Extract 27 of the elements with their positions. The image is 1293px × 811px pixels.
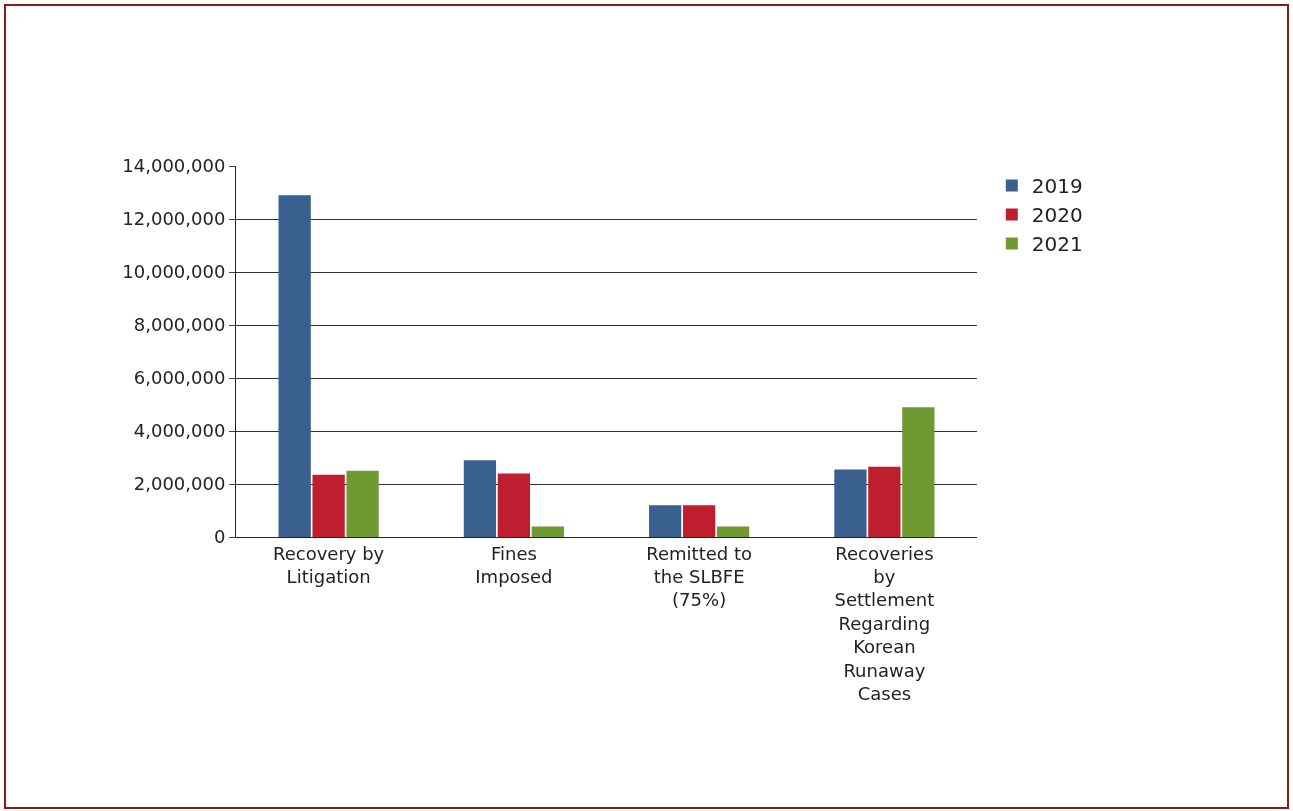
bar <box>497 473 531 537</box>
bar <box>463 460 497 537</box>
y-tick-label: 4,000,000 <box>133 420 226 442</box>
legend-label: 2021 <box>1031 232 1083 257</box>
legend-label: 2020 <box>1031 203 1083 228</box>
y-tick-label: 10,000,000 <box>122 261 226 283</box>
y-tick-label: 2,000,000 <box>133 473 226 495</box>
bar <box>682 505 716 537</box>
bar <box>902 407 935 537</box>
x-tick-label: Remitted to the SLBFE (75%) <box>646 542 752 611</box>
y-tick-label: 0 <box>213 526 226 548</box>
y-tick-label: 12,000,000 <box>122 208 226 230</box>
y-tick-label: 14,000,000 <box>122 155 226 177</box>
y-tick-label: 8,000,000 <box>133 314 226 336</box>
bar <box>834 469 867 537</box>
bar <box>868 466 901 537</box>
legend-label: 2019 <box>1031 174 1083 199</box>
x-tick-label: Fines Imposed <box>475 542 553 587</box>
x-tick-label: Recoveries by Settlement Regarding Korean Runaway Cases <box>834 542 935 704</box>
y-tick-label: 6,000,000 <box>133 367 226 389</box>
bar <box>531 526 564 537</box>
bar <box>649 505 682 537</box>
bar <box>312 474 345 537</box>
bar <box>716 526 750 537</box>
bar <box>346 470 379 537</box>
x-tick-label: Recovery by Litigation <box>273 542 385 587</box>
bar <box>278 195 311 537</box>
